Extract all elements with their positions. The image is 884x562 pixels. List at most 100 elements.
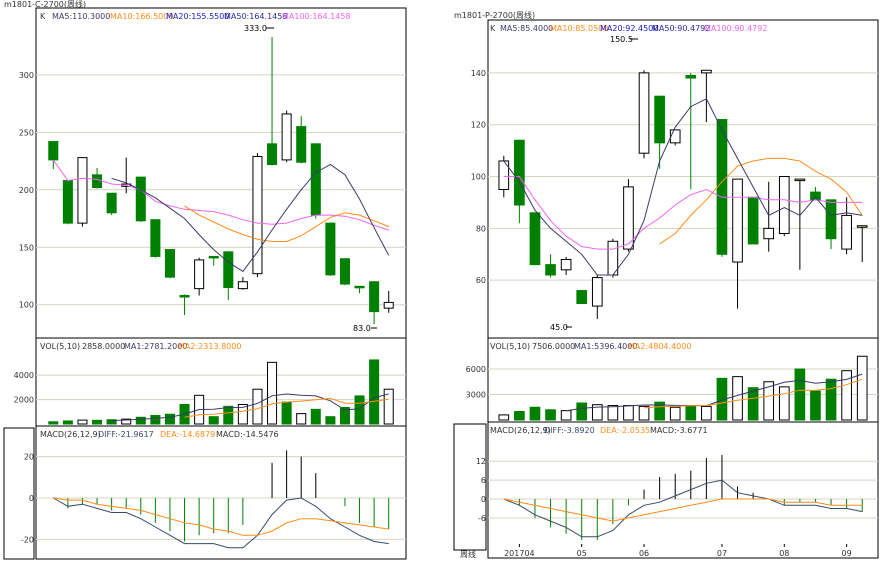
left-volume-ma2-line xyxy=(184,397,389,418)
left-candle-body xyxy=(77,157,88,224)
right-volume-bar xyxy=(576,402,588,421)
left-candle-body xyxy=(150,219,161,257)
left-candle-body xyxy=(369,281,380,313)
right-ma5-line xyxy=(503,98,863,276)
left-volume-bar xyxy=(369,359,380,425)
right-x-tick-label: 08 xyxy=(779,549,789,558)
right-volume-bar xyxy=(747,387,759,421)
right-volume-ma1-line xyxy=(566,373,863,412)
right-chart-background xyxy=(452,0,882,562)
left-tick-label-volume: 4000 xyxy=(14,371,34,380)
right-tick-label-macd: 0 xyxy=(481,495,486,504)
right-chart-panel[interactable]: m1801-P-2700(周线) K MA5:85.4000 MA10:85.0… xyxy=(452,0,882,562)
left-volume-bar xyxy=(150,414,161,425)
right-volume-legend: VOL(5,10) 7506.0000 MA1:5396.4000 MA2:48… xyxy=(490,342,691,351)
left-candle-body xyxy=(310,143,321,216)
left-volume-bar xyxy=(252,388,263,425)
left-plot-layer: 100 150 200 250 300 2000 4000 -20 0 20 xyxy=(14,36,406,549)
right-chart-svg[interactable]: m1801-P-2700(周线) K MA5:85.4000 MA10:85.0… xyxy=(452,0,882,562)
left-volume-bar xyxy=(237,403,248,425)
left-candle-body xyxy=(62,180,73,224)
left-volume-bar xyxy=(281,401,292,425)
left-volume-bar xyxy=(339,407,350,425)
left-candle-body xyxy=(135,176,146,222)
right-tick-label-price: 140 xyxy=(471,69,486,78)
right-candle-body xyxy=(654,95,665,144)
right-candle-body xyxy=(638,72,650,154)
right-price-legend: K MA5:85.4000 MA10:85.0500 MA20:92.4500 … xyxy=(490,24,767,33)
right-macd-dea-line xyxy=(503,498,863,522)
left-chart-frame xyxy=(35,7,407,560)
left-candle-body xyxy=(296,126,307,163)
right-candle-body xyxy=(623,186,634,250)
left-volume-bar xyxy=(208,416,219,425)
right-tick-label-price: 100 xyxy=(471,173,486,182)
left-tick-label-price: 100 xyxy=(19,301,34,310)
left-macd-legend: MACD(26,12,9) DIFF:-21.9617 DEA:-14.6879… xyxy=(40,430,279,439)
left-candle-body xyxy=(252,155,263,275)
right-volume-bar xyxy=(669,406,681,421)
left-tick-label-price: 200 xyxy=(19,186,34,195)
right-candle-body xyxy=(856,225,868,228)
left-volume-bar xyxy=(354,395,365,425)
left-high-label: 333.0 xyxy=(244,24,267,33)
right-candle-body xyxy=(529,212,541,266)
left-volume-bar xyxy=(383,388,394,425)
right-period-label: 周线 xyxy=(460,549,476,559)
right-candle-body xyxy=(747,196,759,245)
left-volume-bar xyxy=(77,419,88,425)
right-candle-body xyxy=(716,119,728,255)
left-price-legend: K MA5:110.3000 MA10:166.5000 MA20:155.55… xyxy=(40,12,351,21)
left-volume-legend: VOL(5,10) 2858.0000 MA1:2781.2000 MA2:23… xyxy=(40,342,241,351)
left-candle-body xyxy=(194,259,205,290)
right-volume-bar xyxy=(560,410,572,421)
right-volume-bar xyxy=(623,405,634,421)
right-candle-body xyxy=(794,178,806,182)
left-volume-bar xyxy=(325,416,336,425)
right-ma100-line xyxy=(503,176,863,250)
right-volume-bar xyxy=(763,381,775,421)
left-low-label: 83.0 xyxy=(353,324,371,333)
right-x-tick-label: 09 xyxy=(842,549,852,558)
right-volume-ma2-line xyxy=(643,378,863,409)
right-ma10-line xyxy=(659,157,863,245)
right-chart-frame xyxy=(487,19,879,559)
left-tick-label-price: 250 xyxy=(19,128,34,137)
left-volume-bar xyxy=(62,420,73,425)
left-macd-dea-line xyxy=(53,497,389,536)
right-candle-body xyxy=(591,277,603,307)
left-candle-body xyxy=(339,258,350,285)
right-tick-label-volume: 3000 xyxy=(466,391,486,400)
left-chart-svg[interactable]: m1801-C-2700(周线) K MA5:110.3000 MA10:166… xyxy=(0,0,430,562)
right-high-label: 150.5 xyxy=(610,35,633,44)
right-volume-bar xyxy=(607,405,619,421)
left-volume-bar xyxy=(296,413,307,425)
right-x-tick-label: 07 xyxy=(717,549,727,558)
right-candle-body xyxy=(685,74,697,79)
right-volume-bar xyxy=(794,368,806,421)
right-tick-label-price: 120 xyxy=(471,121,486,130)
left-ma5-line xyxy=(111,163,390,273)
left-volume-bar xyxy=(135,416,146,425)
left-candle-body xyxy=(383,301,394,309)
right-x-tick-label: 05 xyxy=(577,549,587,558)
left-candle-body xyxy=(48,141,59,161)
left-candle-body xyxy=(325,222,336,276)
right-volume-bar xyxy=(591,404,603,421)
left-volume-bar xyxy=(267,361,278,425)
left-ma10-line xyxy=(184,205,389,242)
left-tick-label-price: 300 xyxy=(19,71,34,80)
right-axis-box-macd xyxy=(453,423,487,551)
right-candle-body xyxy=(763,227,775,240)
right-volume-bar xyxy=(529,406,541,421)
left-candle-body xyxy=(281,113,292,161)
right-tick-label-price: 80 xyxy=(476,224,486,233)
left-candle-body xyxy=(106,192,117,214)
right-candle-body xyxy=(669,129,681,144)
left-chart-panel[interactable]: m1801-C-2700(周线) K MA5:110.3000 MA10:166… xyxy=(0,0,430,562)
right-candle-body xyxy=(841,214,852,250)
right-tick-label-macd: 6 xyxy=(481,476,486,485)
left-volume-bar xyxy=(48,421,59,425)
right-chart-title: m1801-P-2700(周线) xyxy=(454,10,535,20)
